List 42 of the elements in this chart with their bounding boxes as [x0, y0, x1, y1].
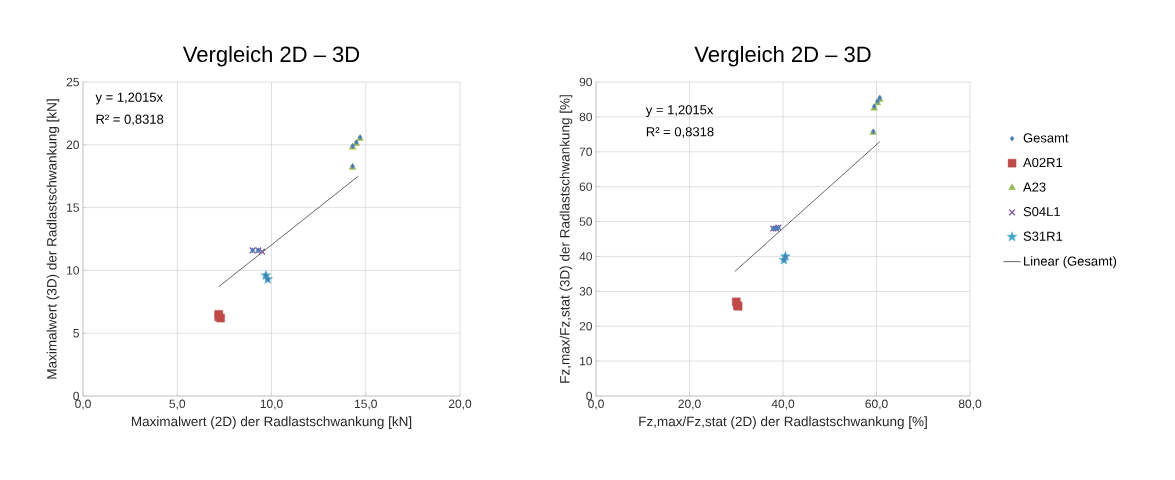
y-tick-label: 10: [67, 266, 80, 275]
legend-label: Linear (Gesamt): [1024, 256, 1117, 269]
y-axis-title: Maximalwert (3D) der Radlastschwankung [kN]: [46, 99, 60, 379]
x-tick-label: 60,0: [865, 399, 888, 410]
annotation: y = 1,2015x: [645, 105, 714, 117]
y-tick-label: 15: [67, 203, 79, 212]
y-tick-label: 90: [579, 77, 593, 87]
y-tick-label: 20: [66, 140, 80, 150]
x-tick-label: 0,0: [75, 399, 91, 410]
x-tick-label: 0,0: [588, 399, 604, 410]
y-tick-label: 80: [579, 112, 593, 122]
chart-title: Vergleich 2D – 3D: [182, 45, 360, 67]
y-tick-label: 0: [586, 391, 593, 401]
x-axis-title: Fz,max/Fz,stat (2D) der Radlastschwankung [%]: [639, 416, 927, 429]
y-axis-title: Fz,max/Fz,stat (3D) der Radlastschwankung [%]: [559, 95, 573, 383]
annotation: y = 1,2015x: [95, 92, 163, 105]
legend-label: A23: [1023, 182, 1046, 192]
x-tick-label: 80,0: [958, 399, 982, 410]
x-tick-label: 40,0: [771, 399, 795, 410]
x-tick-label: 5,0: [169, 399, 186, 410]
x-tick-label: 20,0: [448, 399, 472, 410]
y-tick-label: 70: [579, 147, 593, 157]
chart-title: Vergleich 2D – 3D: [694, 45, 871, 67]
y-tick-label: 20: [579, 321, 593, 331]
x-tick-label: 20,0: [678, 399, 701, 410]
x-tick-label: 15,0: [354, 399, 377, 410]
legend-label: S04L1: [1023, 207, 1060, 217]
y-tick-label: 25: [66, 77, 79, 87]
x-tick-label: 10,0: [260, 399, 283, 410]
legend-label: Gesamt: [1023, 133, 1069, 143]
y-tick-label: 50: [579, 217, 593, 226]
legend-label: A02R1: [1023, 157, 1063, 168]
y-tick-label: 10: [580, 356, 593, 366]
x-axis-title: Maximalwert (2D) der Radlastschwankung [kN]: [131, 416, 412, 429]
annotation: R² = 0,8318: [96, 114, 164, 126]
y-tick-label: 5: [73, 329, 79, 338]
y-tick-label: 40: [579, 252, 593, 261]
y-tick-label: 60: [579, 182, 593, 191]
y-tick-label: 0: [73, 391, 80, 401]
annotation: R² = 0,8318: [646, 127, 714, 138]
y-tick-label: 30: [579, 287, 593, 296]
legend-label: S31R1: [1023, 231, 1063, 241]
